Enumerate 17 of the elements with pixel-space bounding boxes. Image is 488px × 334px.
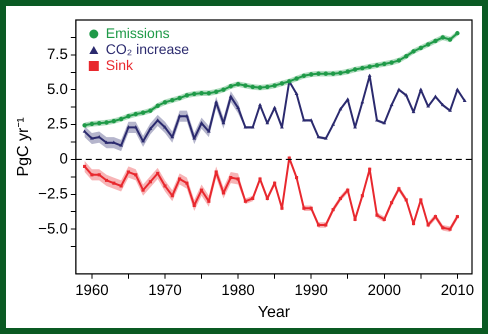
x-tick-label: 1970 bbox=[148, 282, 182, 299]
y-tick-label: −2.5 bbox=[38, 185, 68, 202]
y-tick-label: 5.0 bbox=[46, 80, 68, 98]
y-tick-label: −5.0 bbox=[38, 220, 68, 238]
y-axis-title: PgC yr⁻¹ bbox=[15, 117, 32, 177]
x-tick-label: 1960 bbox=[75, 282, 109, 299]
x-tick-label: 2010 bbox=[440, 282, 474, 299]
legend-label: Sink bbox=[106, 56, 134, 73]
legend-label: Emissions bbox=[106, 24, 170, 41]
x-axis-title: Year bbox=[258, 304, 291, 321]
y-tick-label: 0 bbox=[59, 150, 68, 168]
x-tick-label: 1990 bbox=[294, 282, 328, 299]
y-tick-label: 7.5 bbox=[46, 46, 68, 64]
x-tick-label: 2000 bbox=[368, 282, 401, 299]
y-tick-label: 2.5 bbox=[46, 116, 68, 133]
x-tick-label: 1980 bbox=[221, 282, 255, 299]
legend-label: CO₂ increase bbox=[106, 40, 190, 57]
